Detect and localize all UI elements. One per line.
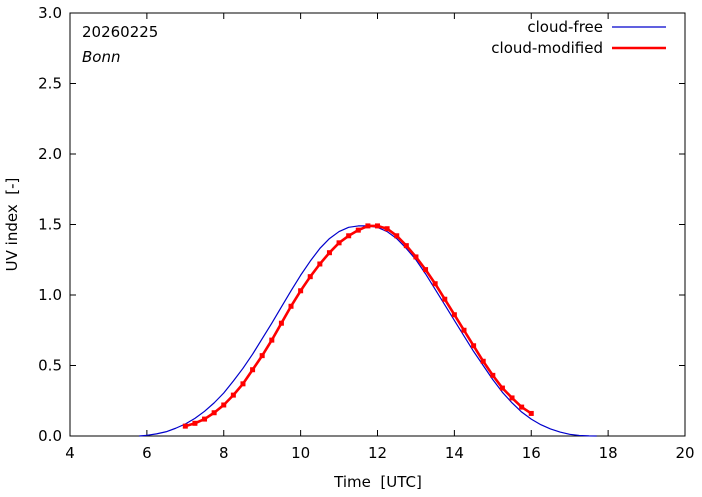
x-tick-label: 20 [675, 444, 694, 462]
x-tick-label: 14 [445, 444, 464, 462]
y-tick-label: 1.0 [38, 286, 62, 304]
data-point-cloud-modified [442, 296, 448, 302]
x-tick-label: 10 [291, 444, 310, 462]
data-point-cloud-modified [278, 320, 284, 326]
data-point-cloud-modified [413, 254, 419, 260]
data-point-cloud-modified [307, 274, 313, 280]
data-point-cloud-modified [317, 261, 323, 267]
y-tick-label: 0.0 [38, 427, 62, 445]
data-point-cloud-modified [490, 372, 496, 378]
data-point-cloud-modified [423, 267, 429, 273]
x-tick-label: 6 [142, 444, 152, 462]
y-tick-label: 3.0 [38, 4, 62, 22]
y-tick-label: 1.5 [38, 216, 62, 234]
x-tick-label: 8 [219, 444, 229, 462]
x-axis-title: Time [UTC] [333, 473, 422, 491]
y-axis-title: UV index [-] [3, 178, 21, 272]
data-point-cloud-modified [288, 303, 294, 309]
data-point-cloud-modified [461, 327, 467, 333]
data-point-cloud-modified [375, 223, 380, 229]
x-axis-ticks: 4 6 8 10 12 14 16 18 20 [65, 13, 695, 462]
data-point-cloud-modified [432, 281, 438, 287]
x-tick-label: 12 [368, 444, 387, 462]
x-tick-label: 4 [65, 444, 75, 462]
data-point-cloud-modified [192, 420, 198, 426]
legend: cloud-free cloud-modified [491, 18, 666, 57]
data-point-cloud-modified [326, 250, 332, 256]
data-point-cloud-modified [394, 233, 400, 239]
data-point-cloud-modified [346, 233, 352, 239]
data-point-cloud-modified [499, 385, 505, 391]
data-point-cloud-modified [230, 392, 236, 398]
date-label: 20260225 [82, 23, 158, 41]
data-point-cloud-modified [365, 223, 371, 229]
data-point-cloud-modified [471, 343, 477, 349]
data-point-cloud-modified [240, 381, 246, 387]
data-point-cloud-modified [451, 312, 457, 318]
data-point-cloud-modified [298, 288, 304, 294]
data-point-cloud-modified [336, 240, 342, 246]
data-point-cloud-modified [480, 358, 486, 364]
data-point-cloud-modified [509, 395, 515, 401]
data-point-cloud-modified [221, 402, 227, 408]
y-tick-label: 2.5 [38, 75, 62, 93]
data-point-cloud-modified [269, 337, 275, 343]
series-line-cloud-modified [184, 224, 532, 428]
location-label: Bonn [82, 48, 120, 66]
x-tick-label: 18 [599, 444, 618, 462]
data-point-cloud-modified [403, 243, 409, 249]
data-point-cloud-modified [519, 404, 525, 410]
y-tick-label: 2.0 [38, 145, 62, 163]
data-point-cloud-modified [384, 226, 390, 232]
x-tick-label: 16 [522, 444, 541, 462]
data-point-cloud-modified [528, 410, 534, 416]
y-axis-ticks: 0.0 0.5 1.0 1.5 2.0 2.5 3.0 [38, 4, 685, 445]
data-point-cloud-modified [182, 423, 188, 429]
data-point-cloud-modified [250, 367, 256, 373]
legend-label-cloud-modified: cloud-modified [491, 39, 603, 57]
series-line-cloud-free [139, 225, 597, 437]
y-tick-label: 0.5 [38, 357, 62, 375]
data-point-cloud-modified [202, 416, 208, 422]
series-layer [139, 223, 597, 437]
data-point-cloud-modified [211, 410, 217, 416]
data-point-cloud-modified [355, 227, 361, 233]
data-point-cloud-modified [259, 353, 265, 359]
legend-label-cloud-free: cloud-free [527, 18, 603, 36]
